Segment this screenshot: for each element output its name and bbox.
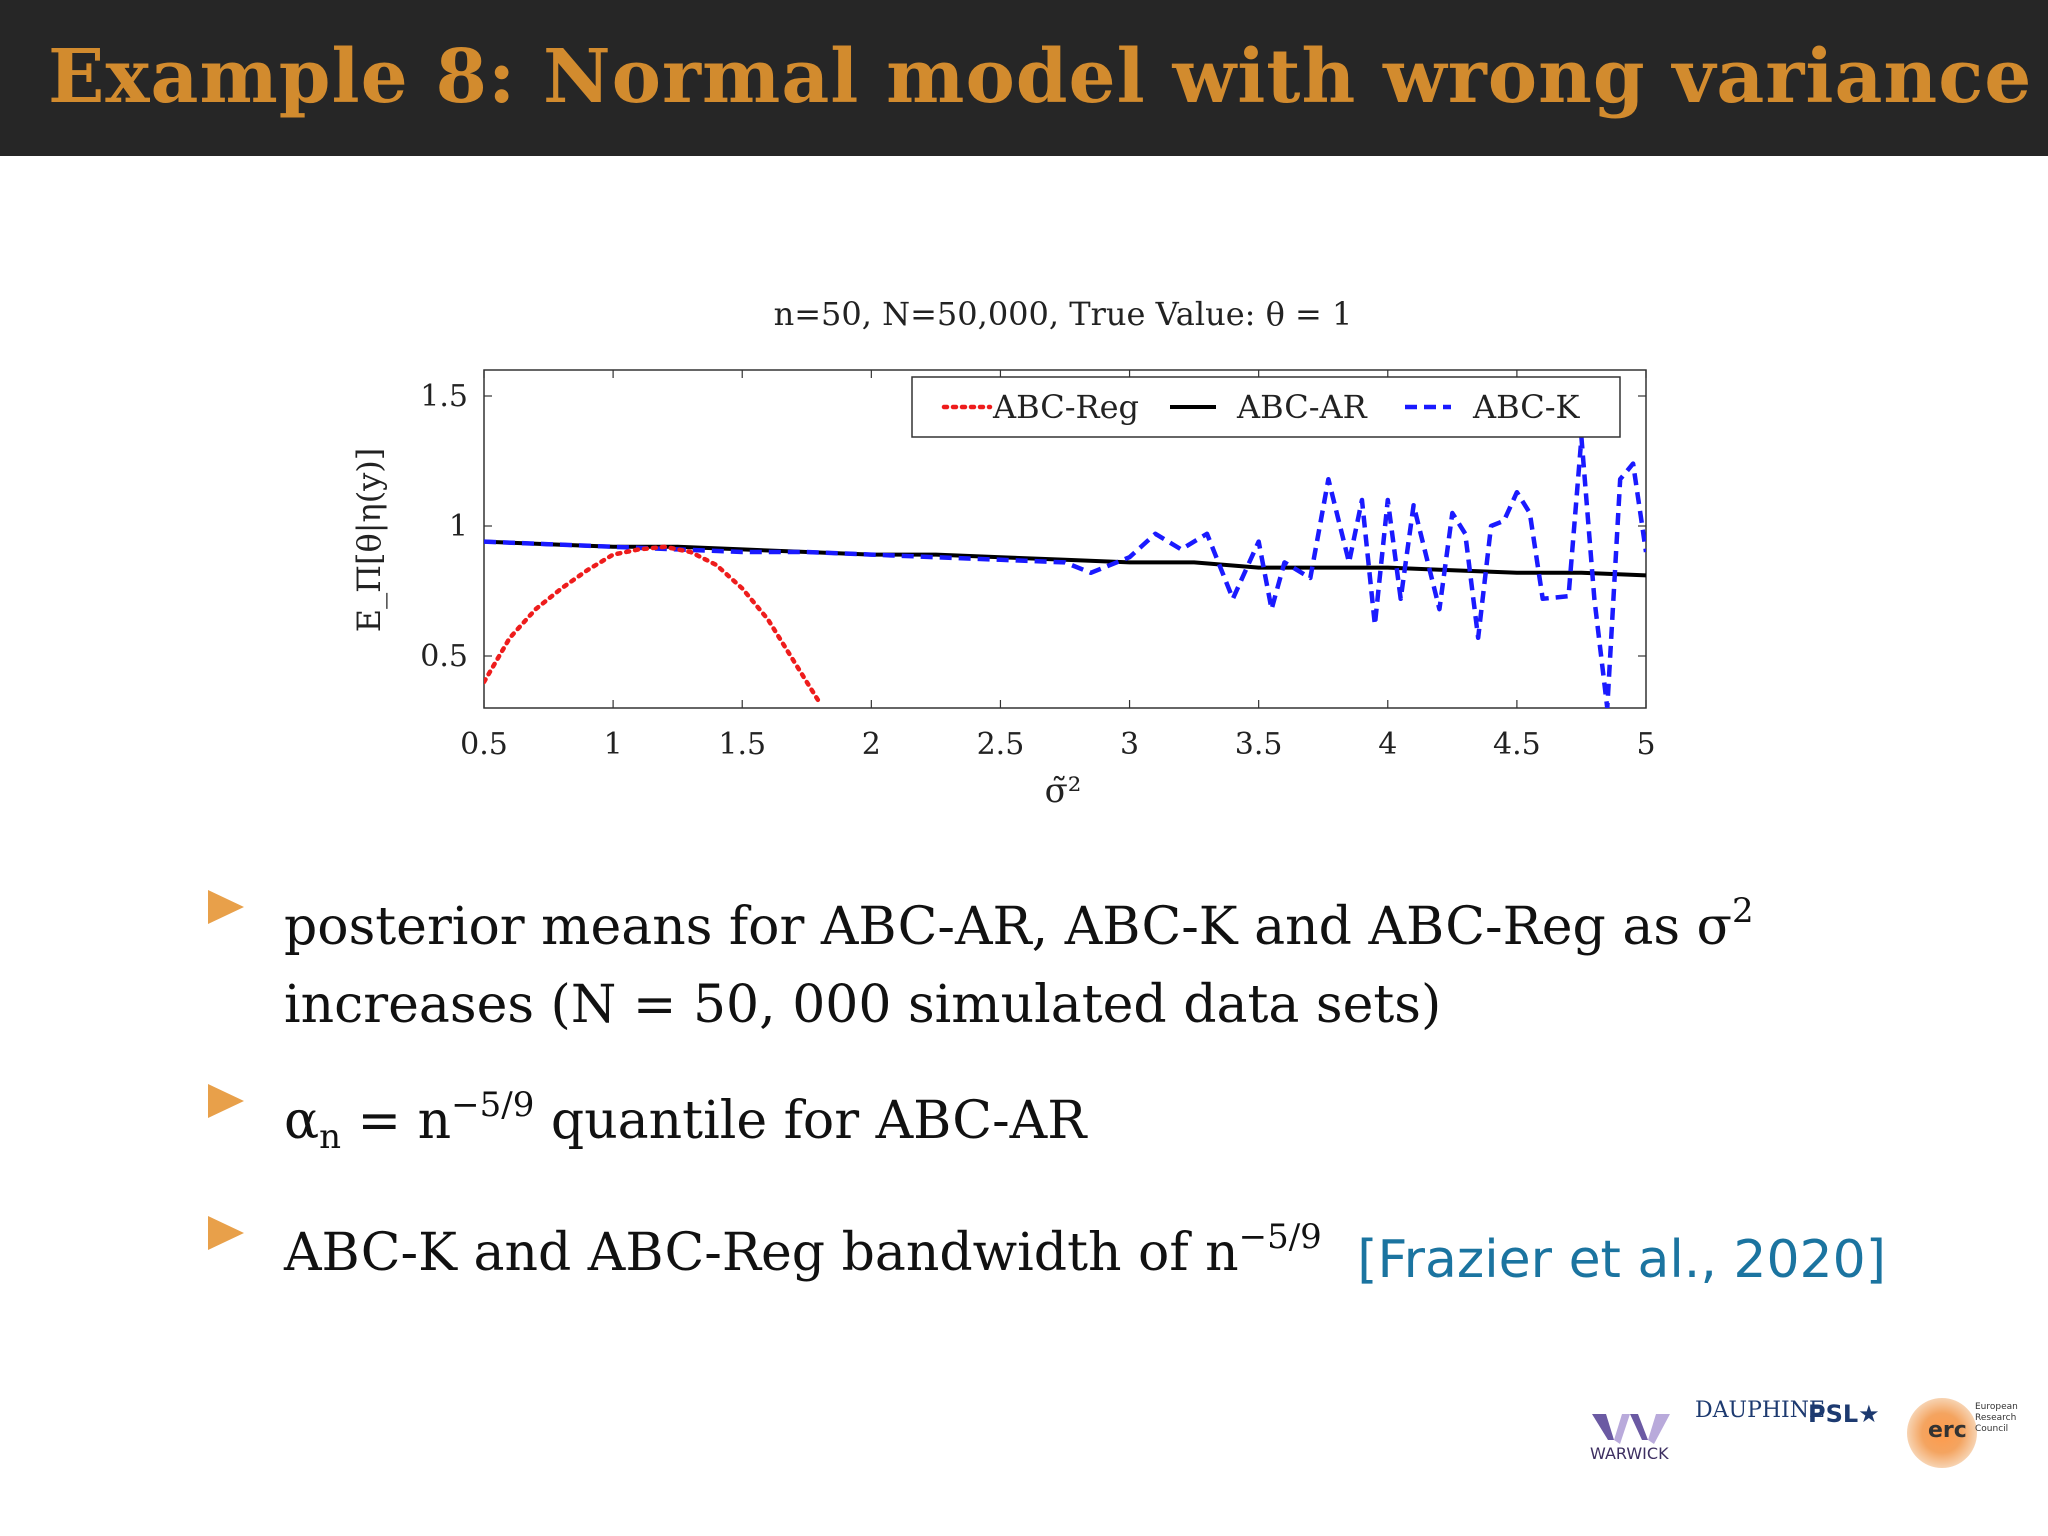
bullet-superscript: 2 xyxy=(1732,891,1754,931)
x-tick-label: 4 xyxy=(1378,727,1397,762)
erc-logo-subtext: European Research Council xyxy=(1975,1402,2018,1434)
bullet-list: posterior means for ABC-AR, ABC-K and AB… xyxy=(208,872,1908,1314)
chart-legend: ABC-Reg ABC-AR ABC-K xyxy=(911,376,1621,438)
bullet-text-continued: increases (N = 50, 000 simulated data se… xyxy=(284,975,1442,1035)
legend-label: ABC-Reg xyxy=(992,388,1139,426)
x-tick-label: 3 xyxy=(1120,727,1139,762)
bullet-subscript: n xyxy=(319,1117,342,1157)
x-tick-label: 1 xyxy=(604,727,623,762)
series-line-abc-ar xyxy=(484,539,1646,578)
x-axis-label: σ̃² xyxy=(1045,771,1082,811)
bullet-superscript: −5/9 xyxy=(451,1085,535,1125)
bullet-marker-icon xyxy=(208,1084,244,1118)
y-tick-label: 1 xyxy=(449,509,468,544)
chart-title: n=50, N=50,000, True Value: θ = 1 xyxy=(774,295,1353,333)
bullet-text: quantile for ABC-AR xyxy=(534,1091,1087,1151)
erc-logo-icon xyxy=(1907,1398,1977,1468)
series-line-abc-reg xyxy=(484,544,822,706)
bullet-text: α xyxy=(284,1091,320,1151)
psl-logo: PSL★ xyxy=(1808,1400,1880,1428)
erc-logo-text: erc xyxy=(1928,1418,1967,1443)
citation: [Frazier et al., 2020] xyxy=(1357,1230,1886,1290)
posterior-mean-chart: n=50, N=50,000, True Value: θ = 1 0.5 1 1.… xyxy=(350,295,1656,811)
warwick-logo-icon xyxy=(1592,1414,1670,1444)
legend-label: ABC-AR xyxy=(1236,388,1368,426)
bullet-item: ABC-K and ABC-Reg bandwidth of n−5/9 xyxy=(208,1198,1908,1292)
bullet-text: = n xyxy=(341,1091,452,1151)
bullet-marker-icon xyxy=(208,1216,244,1250)
bullet-item: posterior means for ABC-AR, ABC-K and AB… xyxy=(208,872,1908,1044)
bullet-superscript: −5/9 xyxy=(1238,1217,1322,1257)
legend-label: ABC-K xyxy=(1472,388,1581,426)
y-axis-label: E_Π[θ|η(y)] xyxy=(350,448,388,633)
x-tick-label: 2.5 xyxy=(977,727,1025,762)
warwick-logo-text: WARWICK xyxy=(1590,1444,1669,1463)
y-tick-label: 1.5 xyxy=(420,379,468,414)
slide-header: Example 8: Normal model with wrong varia… xyxy=(0,0,2048,156)
bullet-text: posterior means for ABC-AR, ABC-K and AB… xyxy=(284,897,1733,957)
legend-box xyxy=(911,376,1621,438)
slide-title: Example 8: Normal model with wrong varia… xyxy=(48,34,2033,120)
dauphine-logo: DAUPHINE xyxy=(1695,1398,1826,1423)
series-line-abc-k xyxy=(484,435,1646,708)
y-tick-label: 0.5 xyxy=(420,639,468,674)
x-tick-label: 2 xyxy=(862,727,881,762)
bullet-item: αn = n−5/9 quantile for ABC-AR xyxy=(208,1066,1908,1176)
x-tick-label: 1.5 xyxy=(718,727,766,762)
x-tick-label: 5 xyxy=(1636,727,1655,762)
bullet-text: ABC-K and ABC-Reg bandwidth of n xyxy=(284,1223,1239,1283)
x-tick-label: 3.5 xyxy=(1235,727,1283,762)
x-tick-label: 4.5 xyxy=(1493,727,1541,762)
x-tick-label: 0.5 xyxy=(460,727,508,762)
bullet-marker-icon xyxy=(208,890,244,924)
